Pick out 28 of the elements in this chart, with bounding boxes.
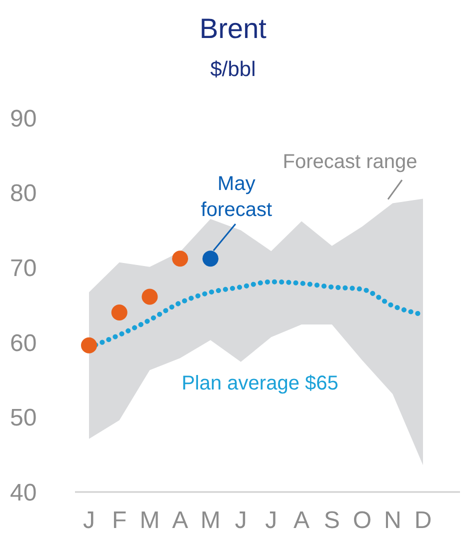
annotation: Forecast range xyxy=(282,151,418,173)
point xyxy=(172,250,188,267)
x-tick-label: F xyxy=(112,507,127,534)
x-tick-label: N xyxy=(384,507,402,534)
point xyxy=(81,337,97,354)
x-tick-label: S xyxy=(324,507,340,534)
x-tick-label: A xyxy=(294,507,310,534)
x-tick-label: D xyxy=(414,507,432,534)
x-tick-label: O xyxy=(352,507,372,534)
point xyxy=(111,304,128,320)
y-tick-label: 80 xyxy=(10,180,37,208)
point xyxy=(202,250,218,267)
x-tick-label: M xyxy=(200,507,220,534)
point xyxy=(142,288,158,305)
x-tick-label: M xyxy=(140,507,160,534)
text: Plan average $65 xyxy=(182,372,338,395)
y-tick-label: 70 xyxy=(10,255,37,282)
y-tick-label: 60 xyxy=(10,330,37,357)
y-tick-label: 40 xyxy=(10,479,37,506)
x-tick-label: J xyxy=(265,507,278,534)
chart-subtitle: $/bbl xyxy=(210,58,256,81)
annotation: May forecast xyxy=(200,173,272,221)
x-tick-label: A xyxy=(172,507,188,534)
x-tick-label: J xyxy=(234,507,247,534)
y-tick-label: 90 xyxy=(10,105,37,132)
y-tick-label: 50 xyxy=(10,404,37,432)
x-tick-label: J xyxy=(83,507,95,534)
chart-title: Brent xyxy=(200,13,267,44)
